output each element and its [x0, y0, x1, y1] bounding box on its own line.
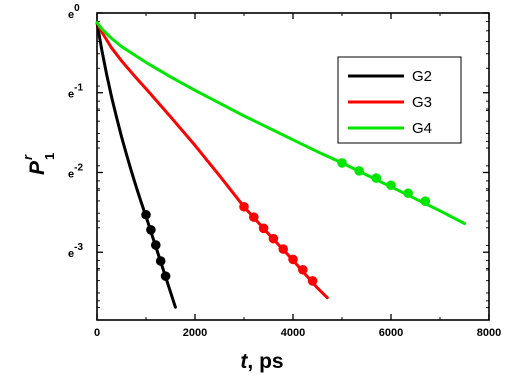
legend-label-g2: G2 — [412, 68, 432, 85]
x-tick-label: 2000 — [183, 327, 207, 339]
legend-label-g4: G4 — [412, 120, 432, 137]
data-point-g4 — [337, 158, 347, 168]
data-point-g3 — [239, 201, 249, 212]
data-point-g3 — [249, 212, 259, 222]
data-point-g2 — [146, 225, 156, 235]
legend: G2 G3 G4 — [337, 56, 462, 144]
data-point-g3 — [268, 233, 279, 244]
data-point-g4 — [354, 166, 364, 176]
series-g3 — [95, 21, 329, 300]
series-g4 — [95, 21, 466, 225]
svg-text:1: 1 — [42, 153, 57, 160]
data-point-g3 — [298, 264, 308, 275]
y-tick-label: e-3 — [68, 242, 83, 260]
data-point-g2 — [160, 271, 171, 281]
data-point-g2 — [141, 209, 151, 220]
data-point-g4 — [386, 180, 396, 191]
y-tick-label: e0 — [68, 3, 80, 21]
series-layer — [95, 21, 466, 309]
y-tick-label: e-1 — [68, 83, 83, 101]
y-axis-title: P r 1 — [20, 153, 57, 175]
series-g2 — [95, 21, 177, 309]
data-point-g3 — [278, 244, 289, 254]
y-tick-label: e-2 — [68, 162, 83, 180]
data-point-g2 — [151, 240, 161, 250]
data-point-g3 — [288, 254, 298, 265]
x-axis-title: t, ps — [240, 350, 283, 373]
legend-label-g3: G3 — [412, 94, 432, 111]
data-point-g4 — [371, 173, 382, 183]
tick-labels: 0 2000 4000 6000 8000 e0 e-1 e-2 e-3 — [68, 3, 501, 339]
data-point-g4 — [420, 196, 431, 206]
data-point-g2 — [155, 256, 166, 266]
x-tick-label: 8000 — [477, 327, 501, 339]
x-tick-label: 4000 — [281, 327, 305, 339]
x-tick-label: 6000 — [379, 327, 403, 339]
data-point-g3 — [258, 223, 269, 234]
data-point-g4 — [403, 188, 413, 199]
svg-text:P: P — [26, 160, 49, 175]
svg-text:r: r — [20, 154, 35, 160]
data-point-g3 — [307, 276, 318, 286]
series-line-g3 — [95, 21, 329, 300]
series-line-g4 — [95, 21, 466, 225]
x-tick-label: 0 — [94, 327, 100, 339]
legend-box — [337, 56, 462, 144]
ticks — [96, 12, 490, 320]
